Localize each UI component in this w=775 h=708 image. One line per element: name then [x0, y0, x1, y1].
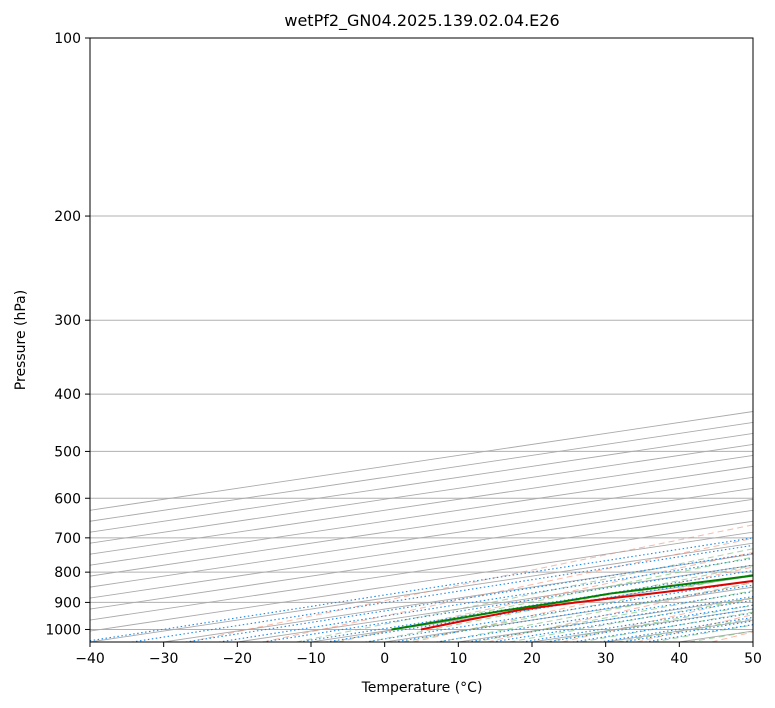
- x-tick-label: −10: [296, 651, 326, 667]
- y-tick-label: 400: [54, 387, 81, 403]
- mixing-ratio-line: [131, 544, 753, 642]
- x-tick-label: 50: [744, 651, 762, 667]
- y-tick-label: 900: [54, 595, 81, 611]
- x-tick-label: 20: [523, 651, 541, 667]
- chart-title: wetPf2_GN04.2025.139.02.04.E26: [284, 11, 559, 31]
- isotherm-line: [90, 498, 753, 599]
- moist-adiabat: [403, 573, 753, 642]
- y-axis-title: Pressure (hPa): [13, 290, 29, 390]
- isotherm-line: [90, 476, 753, 577]
- y-tick-label: 800: [54, 565, 81, 581]
- y-axis: 1000 900 800 700 600 500 400 300 200 100: [45, 31, 90, 638]
- mixing-ratio-line: [522, 604, 753, 642]
- x-tick-label: 10: [449, 651, 467, 667]
- isotherm-line: [90, 531, 753, 632]
- isotherm-line: [90, 520, 753, 621]
- isotherm-line: [90, 454, 753, 555]
- x-axis: −40 −30 −20 −10 0 10 20 30 40 50: [75, 642, 762, 667]
- moist-adiabat: [331, 556, 753, 642]
- y-tick-label: 500: [54, 444, 81, 460]
- isotherm-line: [90, 443, 753, 544]
- x-tick-label: −30: [149, 651, 179, 667]
- mixing-ratio-line: [572, 612, 753, 642]
- y-tick-label: 700: [54, 531, 81, 547]
- y-tick-label: 200: [54, 209, 81, 225]
- isotherm-line: [90, 465, 753, 566]
- y-tick-label: 1000: [45, 622, 81, 638]
- x-tick-label: −40: [75, 651, 105, 667]
- mixing-ratio-line: [467, 596, 753, 642]
- x-tick-label: −20: [223, 651, 253, 667]
- mixing-ratio-line: [185, 552, 753, 642]
- dry-adiabat: [188, 524, 753, 642]
- mixing-ratio-line: [90, 537, 753, 642]
- isotherm-line: [90, 509, 753, 610]
- y-tick-label: 100: [54, 31, 81, 47]
- x-tick-label: 0: [380, 651, 389, 667]
- plot-frame: [89, 37, 754, 643]
- x-tick-label: 40: [670, 651, 688, 667]
- moist-adiabat: [296, 548, 753, 642]
- x-tick-label: 30: [597, 651, 615, 667]
- isotherm-line: [90, 487, 753, 588]
- mixing-ratio-line: [218, 557, 753, 642]
- y-tick-label: 600: [54, 491, 81, 507]
- mixing-ratio-line: [546, 608, 753, 642]
- mixing-ratio-line: [492, 599, 753, 642]
- x-axis-title: Temperature (°C): [361, 680, 483, 696]
- y-tick-label: 300: [54, 313, 81, 329]
